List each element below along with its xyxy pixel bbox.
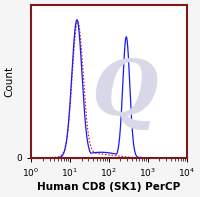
Y-axis label: Count: Count	[5, 66, 15, 97]
X-axis label: Human CD8 (SK1) PerCP: Human CD8 (SK1) PerCP	[37, 182, 180, 192]
Text: Q: Q	[91, 57, 158, 131]
